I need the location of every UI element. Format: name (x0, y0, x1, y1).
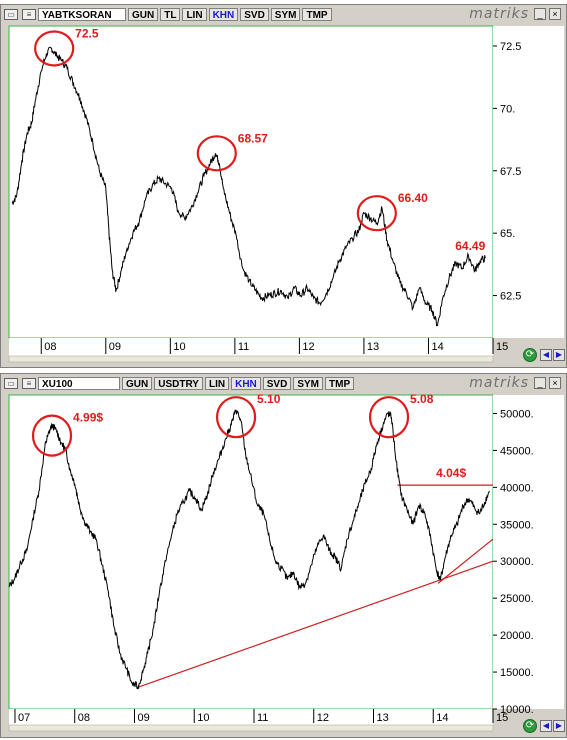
currency-button[interactable]: TL (160, 7, 181, 21)
svd-button[interactable]: SVD (262, 376, 292, 390)
x-tick-label: 10 (197, 712, 209, 724)
y-axis-area (493, 26, 564, 338)
refresh-icon[interactable]: ⟳ (523, 348, 537, 362)
chart-bottom: 50000. 45000. 40000. 35000. 30000. 25000. 2000… (8, 392, 564, 732)
brand-logo: matriks (469, 375, 529, 391)
peak-label: 5.08 (410, 392, 434, 406)
peak-circle (368, 396, 410, 439)
x-tick-label: 14 (436, 712, 448, 724)
x-tick-label: 09 (109, 341, 121, 353)
sym-button[interactable]: SYM (270, 7, 301, 21)
settings-icon[interactable]: ≡ (22, 377, 36, 389)
y-tick-label: 20000. (500, 630, 534, 642)
x-tick-label: 11 (257, 712, 268, 724)
plot-area[interactable] (8, 25, 494, 339)
close-icon[interactable]: × (549, 377, 561, 389)
y-tick-label: 10000. (500, 704, 534, 716)
x-tick-label: 15 (496, 341, 508, 353)
peak-circle (31, 414, 73, 457)
toolbar-bottom: ▭ ≡ XU100 GUN USDTRY LIN KHN SVD SYM TMP… (2, 375, 565, 391)
plot-area[interactable] (8, 394, 494, 710)
y-tick-label: 67.5 (500, 166, 521, 178)
scroll-left-icon[interactable]: ◀ (540, 720, 552, 732)
tmp-button[interactable]: TMP (302, 7, 332, 21)
current-value-label: 64.49 (455, 239, 485, 253)
y-tick-label: 50000. (500, 408, 534, 420)
y-tick-label: 65. (500, 228, 515, 240)
y-axis-area (493, 395, 564, 709)
x-tick-label: 12 (302, 341, 314, 353)
scroll-left-icon[interactable]: ◀ (540, 349, 552, 361)
horizontal-scrollbar[interactable] (8, 724, 494, 732)
y-tick-label: 40000. (500, 482, 534, 494)
khn-button[interactable]: KHN (208, 7, 239, 21)
x-tick-label: 11 (238, 341, 249, 353)
y-tick-label: 25000. (500, 593, 534, 605)
minimize-icon[interactable]: _ (534, 8, 546, 20)
x-tick-label: 13 (376, 712, 388, 724)
trend-line (437, 538, 494, 584)
y-tick-label: 15000. (500, 667, 534, 679)
peak-circle (215, 396, 257, 439)
y-tick-label: 30000. (500, 556, 534, 568)
currency-button[interactable]: USDTRY (154, 376, 203, 390)
x-tick-label: 12 (317, 712, 329, 724)
peak-label: 5.10 (257, 392, 281, 406)
peak-circle (34, 30, 75, 67)
scale-button[interactable]: LIN (182, 7, 207, 21)
y-tick-label: 72.5 (500, 41, 521, 53)
x-tick-label: 08 (44, 341, 56, 353)
scroll-right-icon[interactable]: ▶ (553, 720, 565, 732)
scroll-right-icon[interactable]: ▶ (553, 349, 565, 361)
x-axis-area (9, 709, 493, 725)
peak-circle (356, 195, 397, 232)
peak-circle (196, 135, 237, 172)
chart-panel-bottom: ▭ ≡ XU100 GUN USDTRY LIN KHN SVD SYM TMP… (0, 373, 567, 738)
sym-button[interactable]: SYM (293, 376, 323, 390)
period-button[interactable]: GUN (122, 376, 153, 390)
brand-logo: matriks (469, 6, 529, 22)
settings-icon[interactable]: ≡ (22, 8, 36, 20)
scale-button[interactable]: LIN (204, 376, 230, 390)
period-button[interactable]: GUN (128, 7, 159, 21)
x-tick-label: 14 (431, 341, 443, 353)
symbol-field[interactable]: YABTKSORAN (38, 7, 126, 21)
minimize-icon[interactable]: _ (534, 377, 546, 389)
y-tick-label: 62.5 (500, 291, 521, 303)
peak-label: 68.57 (238, 131, 268, 145)
close-icon[interactable]: × (549, 8, 561, 20)
x-tick-label: 07 (18, 712, 30, 724)
symbol-field[interactable]: XU100 (38, 376, 120, 390)
chart-top: 72.5 70. 67.5 65. 62.5 08 09 10 11 12 13 14 15 72.5 68… (8, 25, 564, 363)
x-tick-label: 10 (173, 341, 185, 353)
peak-label: 4.99$ (73, 411, 103, 425)
chart-panel-top: ▭ ≡ YABTKSORAN GUN TL LIN KHN SVD SYM TM… (0, 4, 567, 368)
toolbar-top: ▭ ≡ YABTKSORAN GUN TL LIN KHN SVD SYM TM… (2, 6, 565, 22)
chart-menu-icon[interactable]: ▭ (4, 377, 18, 389)
y-tick-label: 70. (500, 103, 515, 115)
chart-menu-icon[interactable]: ▭ (4, 8, 18, 20)
x-tick-label: 08 (78, 712, 90, 724)
trend-line (139, 560, 494, 688)
x-tick-label: 09 (137, 712, 149, 724)
refresh-icon[interactable]: ⟳ (523, 719, 537, 733)
current-value-label: 4.04$ (436, 466, 466, 480)
khn-button[interactable]: KHN (231, 376, 261, 390)
price-series-line (8, 409, 490, 690)
peak-label: 72.5 (75, 26, 99, 40)
y-tick-label: 35000. (500, 519, 534, 531)
x-tick-label: 15 (496, 712, 508, 724)
price-series-line (11, 46, 486, 327)
x-tick-label: 13 (367, 341, 379, 353)
x-axis-area (9, 338, 493, 356)
horizontal-scrollbar[interactable] (8, 355, 494, 363)
svd-button[interactable]: SVD (240, 7, 269, 21)
y-tick-label: 45000. (500, 445, 534, 457)
tmp-button[interactable]: TMP (325, 376, 355, 390)
peak-label: 66.40 (398, 191, 428, 205)
